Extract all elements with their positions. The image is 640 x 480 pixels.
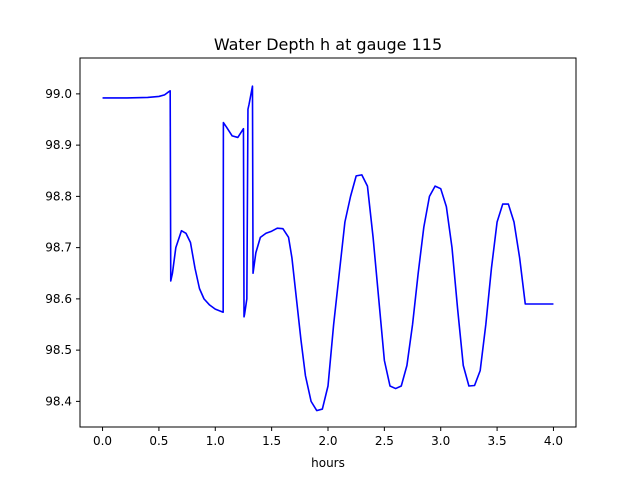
x-tick-label: 3.5 xyxy=(488,434,507,448)
y-tick-label: 99.0 xyxy=(45,87,72,101)
y-tick-label: 98.8 xyxy=(45,189,72,203)
x-tick-label: 4.0 xyxy=(544,434,563,448)
x-axis-ticks: 0.0 0.5 1.0 1.5 2.0 2.5 3.0 3.5 4.0 xyxy=(93,427,563,448)
y-axis-ticks: 98.4 98.5 98.6 98.7 98.8 98.9 99.0 xyxy=(45,87,80,408)
y-tick-label: 98.4 xyxy=(45,394,72,408)
x-tick-label: 1.5 xyxy=(262,434,281,448)
x-tick-label: 0.0 xyxy=(93,434,112,448)
x-tick-label: 2.0 xyxy=(318,434,337,448)
plot-area xyxy=(102,85,554,412)
series-line-0 xyxy=(102,85,554,412)
y-tick-label: 98.7 xyxy=(45,241,72,255)
chart-title: Water Depth h at gauge 115 xyxy=(214,35,442,54)
y-tick-label: 98.9 xyxy=(45,138,72,152)
x-axis-label: hours xyxy=(311,456,345,470)
x-tick-label: 0.5 xyxy=(149,434,168,448)
axes-frame xyxy=(79,57,577,428)
y-tick-label: 98.6 xyxy=(45,292,72,306)
x-tick-label: 3.0 xyxy=(431,434,450,448)
x-tick-label: 1.0 xyxy=(206,434,225,448)
y-tick-label: 98.5 xyxy=(45,343,72,357)
x-tick-label: 2.5 xyxy=(375,434,394,448)
